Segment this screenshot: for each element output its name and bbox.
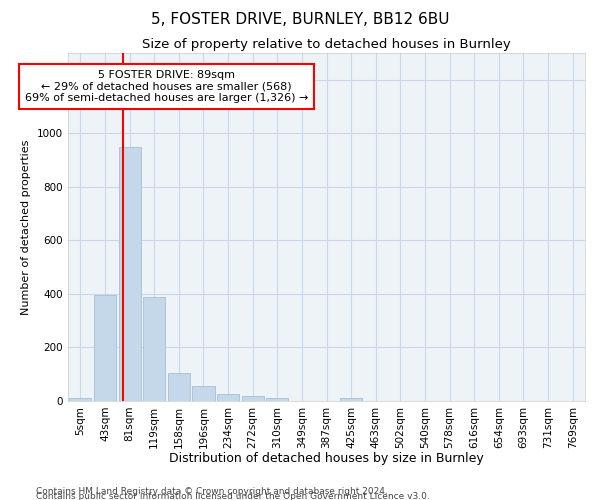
- Bar: [168, 373, 190, 401]
- Title: Size of property relative to detached houses in Burnley: Size of property relative to detached ho…: [142, 38, 511, 51]
- Bar: [119, 146, 141, 401]
- Text: 5 FOSTER DRIVE: 89sqm
← 29% of detached houses are smaller (568)
69% of semi-det: 5 FOSTER DRIVE: 89sqm ← 29% of detached …: [25, 70, 308, 103]
- Bar: [266, 398, 289, 401]
- Bar: [94, 295, 116, 401]
- Text: Contains HM Land Registry data © Crown copyright and database right 2024.: Contains HM Land Registry data © Crown c…: [36, 486, 388, 496]
- Y-axis label: Number of detached properties: Number of detached properties: [22, 140, 31, 314]
- Bar: [340, 398, 362, 401]
- X-axis label: Distribution of detached houses by size in Burnley: Distribution of detached houses by size …: [169, 452, 484, 465]
- Text: 5, FOSTER DRIVE, BURNLEY, BB12 6BU: 5, FOSTER DRIVE, BURNLEY, BB12 6BU: [151, 12, 449, 28]
- Bar: [193, 386, 215, 401]
- Bar: [70, 398, 91, 401]
- Bar: [143, 296, 166, 401]
- Text: Contains public sector information licensed under the Open Government Licence v3: Contains public sector information licen…: [36, 492, 430, 500]
- Bar: [217, 394, 239, 401]
- Bar: [242, 396, 264, 401]
